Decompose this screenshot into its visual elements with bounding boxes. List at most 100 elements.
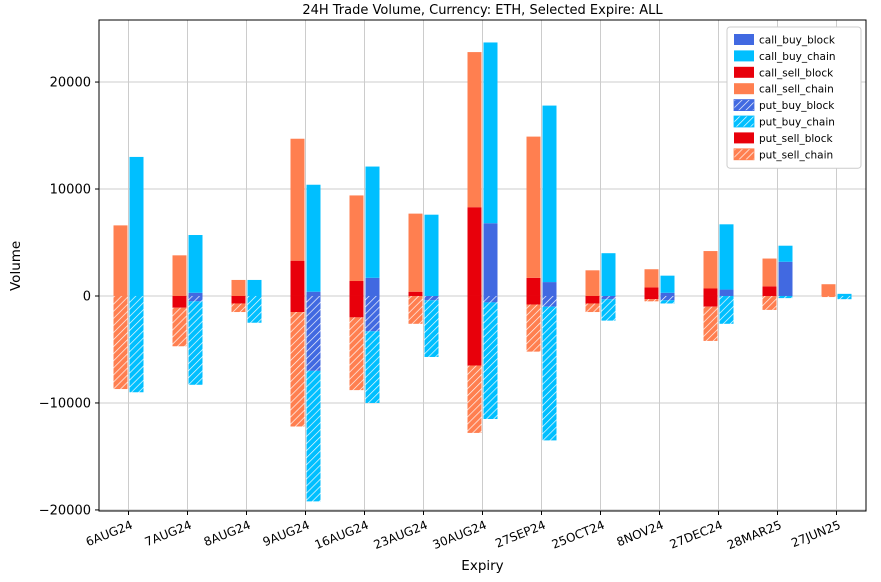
legend-swatch-put_buy_chain — [733, 115, 755, 128]
bar-segment-put_buy_chain — [837, 295, 852, 300]
bar-segment-put_sell_chain — [821, 295, 836, 298]
x-tick-label: 16AUG24 — [313, 518, 371, 552]
y-axis-ticks: −20000 −10000 0 10000 20000 — [39, 76, 99, 518]
bar-segment-put_buy_chain — [660, 300, 675, 304]
bar-segment-put_sell_chain — [172, 307, 187, 347]
bar-segment-call_sell_chain — [408, 213, 423, 292]
bar-segment-call_buy_block — [778, 261, 793, 296]
x-tick-label: 30AUG24 — [431, 518, 489, 552]
bar-segment-put_sell_block — [172, 295, 187, 308]
bar-segment-call_sell_block — [703, 288, 718, 296]
bar-segment-call_buy_chain — [542, 105, 557, 283]
bar-segment-put_sell_chain — [290, 312, 305, 427]
bar-segment-call_buy_chain — [188, 235, 203, 293]
legend-swatch-put_sell_block — [734, 132, 754, 144]
bar-segment-put_sell_chain — [467, 365, 482, 433]
x-tick-label: 8NOV24 — [615, 518, 666, 549]
bar-segment-put_sell_block — [231, 295, 246, 304]
bar-segment-put_buy_chain — [188, 301, 203, 385]
legend: call_buy_block call_buy_chain call_sell_bl… — [726, 26, 862, 169]
bar-segment-put_sell_chain — [231, 303, 246, 313]
legend-swatch-call_sell_chain — [734, 83, 754, 95]
bar-segment-put_sell_chain — [585, 303, 600, 313]
bar-segment-call_buy_chain — [660, 275, 675, 293]
legend-label-put_buy_block: put_buy_block — [759, 100, 835, 112]
legend-label-call_buy_chain: call_buy_chain — [759, 51, 836, 63]
bar-segment-call_buy_chain — [306, 184, 321, 292]
bar-segment-put_buy_block — [483, 295, 498, 303]
bar-segment-call_sell_block — [290, 260, 305, 296]
bar-segment-put_buy_chain — [247, 295, 262, 323]
y-tick-label: −10000 — [39, 396, 91, 411]
bar-segment-put_sell_chain — [762, 295, 777, 310]
bar-segment-call_sell_chain — [703, 251, 718, 289]
bar-segment-put_buy_block — [660, 295, 675, 301]
bar-segment-call_buy_chain — [778, 245, 793, 262]
legend-swatch-call_sell_block — [734, 66, 754, 78]
bar-segment-call_buy_chain — [837, 293, 852, 296]
x-axis-label: Expiry — [461, 558, 504, 574]
bar-segment-put_sell_chain — [644, 299, 659, 302]
legend-label-put_sell_chain: put_sell_chain — [759, 149, 833, 161]
bar-segment-call_buy_chain — [719, 224, 734, 290]
bar-segment-put_sell_chain — [113, 295, 128, 390]
bar-segment-put_buy_chain — [483, 302, 498, 420]
bar-segment-call_sell_chain — [231, 279, 246, 296]
bar-segment-call_buy_chain — [247, 279, 262, 296]
bar-segment-call_buy_block — [188, 292, 203, 296]
bar-segment-put_buy_block — [601, 295, 616, 300]
bar-segment-put_sell_chain — [408, 295, 423, 324]
bar-segment-call_sell_chain — [172, 255, 187, 296]
x-tick-label: 27JUN25 — [789, 518, 842, 550]
bar-segment-call_sell_chain — [585, 270, 600, 296]
bar-segment-call_buy_block — [542, 282, 557, 296]
bar-segment-call_sell_block — [467, 207, 482, 296]
bar-segment-call_buy_chain — [483, 42, 498, 224]
bar-segment-put_buy_chain — [542, 306, 557, 441]
y-tick-label: 20000 — [50, 76, 91, 91]
y-tick-label: −20000 — [39, 503, 91, 518]
x-tick-label: 7AUG24 — [143, 518, 194, 549]
y-tick-label: 0 — [83, 289, 91, 304]
bar-segment-put_buy_chain — [306, 370, 321, 502]
bar-segment-call_sell_chain — [821, 284, 836, 296]
legend-swatch-put_buy_block — [733, 99, 755, 111]
legend-label-call_buy_block: call_buy_block — [759, 35, 836, 47]
bar-segment-call_buy_chain — [365, 166, 380, 278]
bar-segment-put_sell_block — [644, 295, 659, 300]
bar-segment-put_buy_block — [365, 295, 380, 332]
bar-segment-put_buy_chain — [719, 295, 734, 324]
bar-segment-call_buy_block — [660, 292, 675, 296]
bar-segment-put_buy_block — [542, 295, 557, 307]
bar-segment-call_sell_chain — [290, 138, 305, 261]
x-tick-label: 23AUG24 — [372, 518, 430, 552]
bar-segment-put_buy_chain — [601, 299, 616, 321]
legend-label-put_sell_block: put_sell_block — [759, 133, 833, 145]
bar-segment-call_buy_block — [306, 291, 321, 296]
legend-swatch-put_sell_chain — [733, 148, 755, 161]
bar-segment-call_sell_block — [349, 281, 364, 296]
bar-segment-put_sell_chain — [703, 306, 718, 341]
bar-segment-call_buy_block — [719, 289, 734, 296]
bar-segment-call_sell_chain — [467, 52, 482, 208]
bar-segment-put_buy_block — [306, 295, 321, 371]
legend-label-put_buy_chain: put_buy_chain — [759, 117, 835, 129]
bar-segment-put_buy_chain — [129, 295, 144, 393]
bar-segment-put_buy_chain — [365, 331, 380, 403]
bar-segment-call_sell_chain — [526, 136, 541, 278]
bar-segment-put_buy_block — [188, 295, 203, 302]
bar-segment-put_sell_block — [467, 295, 482, 366]
x-tick-label: 27SEP24 — [493, 518, 547, 551]
gridlines — [99, 20, 866, 511]
bar-segment-put_sell_block — [290, 295, 305, 313]
y-tick-label: 10000 — [50, 183, 91, 198]
legend-label-call_sell_chain: call_sell_chain — [759, 84, 834, 96]
bar-segment-call_sell_chain — [644, 269, 659, 288]
x-tick-label: 9AUG24 — [261, 518, 312, 549]
bar-segment-call_sell_chain — [349, 195, 364, 282]
bar-segment-call_buy_chain — [601, 253, 616, 296]
x-axis-ticks: 6AUG24 7AUG24 8AUG24 9AUG24 16AUG24 23AUG24 30… — [84, 511, 843, 552]
bar-segment-put_sell_block — [526, 295, 541, 305]
